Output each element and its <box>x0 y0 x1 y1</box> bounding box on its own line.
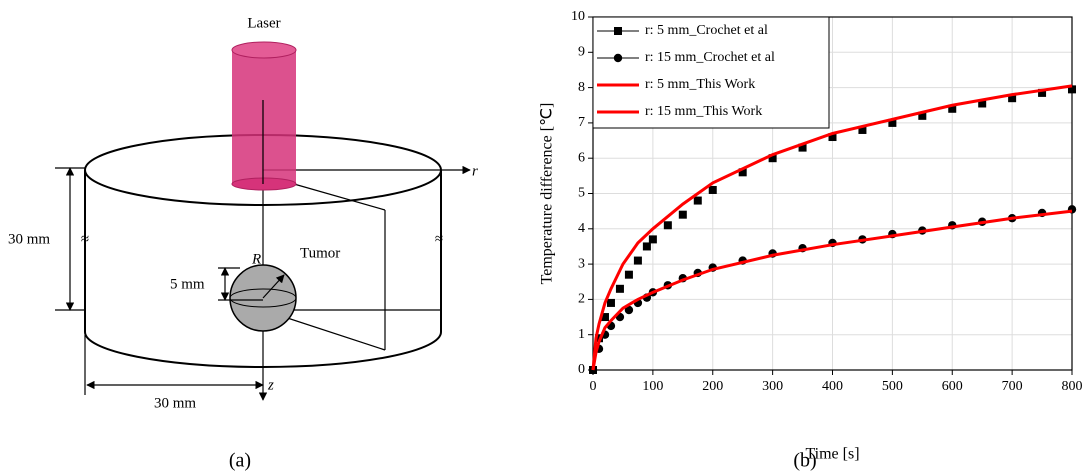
z-label: z <box>267 377 274 393</box>
marker <box>624 270 633 279</box>
marker <box>600 313 609 322</box>
tumor-label: Tumor <box>300 245 340 261</box>
diagram: ≈ ≈ Laser r z R Tumor 5 mm 30 mm 30 mm (… <box>8 15 478 471</box>
marker <box>978 99 987 108</box>
marker <box>888 118 897 127</box>
marker <box>615 284 624 293</box>
legend-label: r: 5 mm_Crochet et al <box>645 23 768 38</box>
marker <box>768 154 777 163</box>
x-tick-label: 200 <box>702 379 723 394</box>
marker <box>606 298 615 307</box>
radius-label: R <box>251 251 261 267</box>
y-axis-label: Temperature difference [℃] <box>539 103 556 285</box>
legend-label: r: 15 mm_This Work <box>645 104 762 119</box>
marker <box>642 242 651 251</box>
y-tick-label: 7 <box>578 115 585 130</box>
y-tick-label: 5 <box>578 186 585 201</box>
y-tick-label: 2 <box>578 292 585 307</box>
marker <box>663 221 672 230</box>
x-tick-label: 700 <box>1002 379 1023 394</box>
y-tick-label: 3 <box>578 256 585 271</box>
laser-label: Laser <box>247 15 280 31</box>
marker <box>708 185 717 194</box>
marker <box>828 133 837 142</box>
x-tick-label: 500 <box>882 379 903 394</box>
marker <box>624 305 634 315</box>
x-tick-label: 400 <box>822 379 843 394</box>
caption: (b) <box>793 450 816 472</box>
marker <box>798 143 807 152</box>
x-tick-label: 800 <box>1062 379 1083 394</box>
laser-bottom <box>231 177 297 191</box>
y-tick-label: 0 <box>578 362 585 377</box>
caption: (a) <box>229 450 251 472</box>
x-tick-label: 100 <box>642 379 663 394</box>
y-tick-label: 4 <box>578 221 585 236</box>
marker <box>648 235 657 244</box>
plane-line <box>293 183 386 211</box>
tumor-equator <box>229 288 297 308</box>
marker <box>678 210 687 219</box>
break-mark: ≈ <box>435 231 443 247</box>
y-tick-label: 6 <box>578 150 585 165</box>
y-tick-label: 8 <box>578 80 585 95</box>
r-label: r <box>472 163 478 179</box>
marker <box>948 104 957 113</box>
legend-label: r: 15 mm_Crochet et al <box>645 50 775 65</box>
break-mark: ≈ <box>81 231 89 247</box>
x-tick-label: 300 <box>762 379 783 394</box>
legend-box <box>592 16 830 129</box>
marker <box>693 196 702 205</box>
legend: r: 5 mm_Crochet et al r: 15 mm_Crochet et… <box>592 16 830 129</box>
radius-arrow <box>262 274 285 299</box>
height-label: 30 mm <box>8 231 50 247</box>
x-tick-label: 0 <box>590 379 597 394</box>
depth-label: 5 mm <box>170 276 205 292</box>
marker <box>738 168 747 177</box>
legend-marker <box>613 53 623 63</box>
plot-frame <box>592 16 1073 371</box>
marker <box>1038 88 1047 97</box>
legend-marker <box>614 27 622 35</box>
series-line <box>591 209 1073 371</box>
marker <box>633 256 642 265</box>
x-tick-label: 600 <box>942 379 963 394</box>
legend-label: r: 5 mm_This Work <box>645 77 755 92</box>
marker <box>918 111 927 120</box>
y-tick-label: 1 <box>578 327 585 342</box>
marker <box>858 125 867 134</box>
series-line <box>591 84 1073 371</box>
laser-top <box>231 41 297 59</box>
laser-beam <box>232 50 296 184</box>
y-tick-label: 10 <box>571 9 585 24</box>
width-label: 30 mm <box>154 395 196 411</box>
y-tick-label: 9 <box>578 45 585 60</box>
marker <box>1068 85 1076 94</box>
marker <box>1008 94 1017 103</box>
x-axis-label: Time [s] <box>805 446 859 463</box>
